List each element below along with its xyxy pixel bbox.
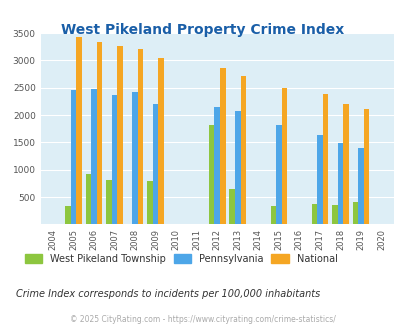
Bar — [363, 109, 369, 224]
Bar — [316, 135, 322, 224]
Bar — [352, 202, 357, 224]
Bar — [220, 68, 225, 224]
Legend: West Pikeland Township, Pennsylvania, National: West Pikeland Township, Pennsylvania, Na… — [21, 249, 341, 267]
Bar — [152, 104, 158, 224]
Bar — [357, 148, 363, 224]
Bar — [331, 205, 337, 224]
Bar — [270, 206, 275, 224]
Bar — [111, 95, 117, 224]
Bar — [158, 58, 164, 224]
Bar — [147, 181, 152, 224]
Bar — [106, 180, 111, 224]
Bar — [132, 91, 138, 224]
Bar — [229, 189, 234, 224]
Bar — [311, 204, 316, 224]
Bar — [117, 46, 123, 224]
Bar — [281, 88, 286, 224]
Bar — [91, 89, 96, 224]
Bar — [275, 125, 281, 224]
Bar — [322, 94, 327, 224]
Bar — [240, 76, 245, 224]
Bar — [234, 111, 240, 224]
Text: © 2025 CityRating.com - https://www.cityrating.com/crime-statistics/: © 2025 CityRating.com - https://www.city… — [70, 315, 335, 324]
Bar — [214, 107, 220, 224]
Bar — [342, 104, 348, 224]
Bar — [76, 37, 81, 224]
Bar — [70, 90, 76, 224]
Bar — [96, 42, 102, 224]
Bar — [138, 49, 143, 224]
Bar — [209, 125, 214, 224]
Text: West Pikeland Property Crime Index: West Pikeland Property Crime Index — [61, 23, 344, 37]
Bar — [85, 174, 91, 224]
Bar — [65, 206, 70, 224]
Bar — [337, 143, 342, 224]
Text: Crime Index corresponds to incidents per 100,000 inhabitants: Crime Index corresponds to incidents per… — [16, 289, 320, 299]
